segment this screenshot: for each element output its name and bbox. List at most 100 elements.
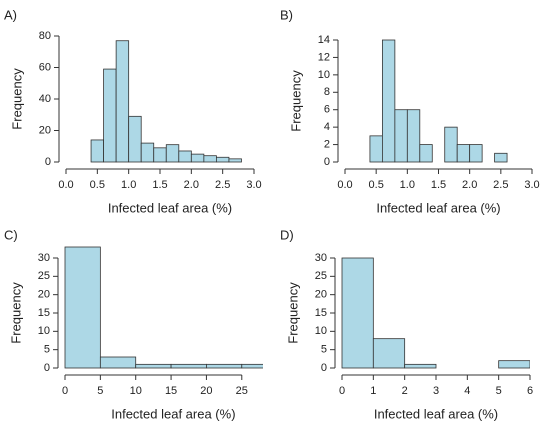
y-axis-label: Frequency	[285, 282, 300, 344]
bar	[341, 257, 374, 369]
bar	[372, 338, 406, 369]
y-tick-label: 20	[39, 124, 51, 136]
panel: B) 0.0 0.5 1.0 1.5 2.0 2.5 3.0 0 2 4 6 8 10 12 14 Infect…	[280, 7, 540, 215]
bar	[153, 147, 167, 163]
y-tick-label: 40	[39, 93, 51, 105]
x-axis-label: Infected leaf area (%)	[111, 406, 235, 421]
x-tick-label: 3	[433, 385, 439, 397]
bar	[90, 139, 104, 163]
x-tick-label: 2.5	[493, 179, 508, 191]
x-tick-label: 1.0	[121, 179, 136, 191]
x-tick-label: 10	[130, 385, 142, 397]
y-tick-label: 30	[315, 252, 327, 264]
bars	[90, 40, 242, 163]
x-axis-label: Infected leaf area (%)	[108, 200, 232, 215]
y-tick-label: 6	[324, 104, 330, 116]
bar	[494, 152, 508, 163]
x-tick-label: 2.5	[215, 179, 230, 191]
x-tick-label: 3.0	[246, 179, 261, 191]
bar	[140, 142, 155, 163]
x-tick-label: 1	[370, 385, 376, 397]
x-tick-label: 0	[62, 385, 68, 397]
y-tick-label: 25	[38, 270, 50, 282]
x-tick-label: 6	[527, 385, 533, 397]
bar	[404, 363, 437, 369]
panel-label: C)	[4, 227, 18, 242]
bar	[178, 150, 192, 163]
x-tick-label: 20	[200, 385, 212, 397]
bar	[228, 158, 242, 163]
bars	[64, 246, 263, 369]
panel: D) 0 1 2 3 4 5 6 0 5 10 15 20 25 30 Infected leaf area …	[280, 227, 533, 421]
x-tick-label: 5	[97, 385, 103, 397]
x-tick-label: 2.0	[184, 179, 199, 191]
bar	[206, 363, 243, 369]
x-tick-label: 0.5	[369, 179, 384, 191]
y-tick-label: 0	[45, 156, 51, 168]
x-tick-label: 2	[402, 385, 408, 397]
bar	[135, 363, 172, 369]
y-tick-label: 10	[315, 325, 327, 337]
y-axis-label: Frequency	[288, 70, 303, 132]
x-tick-label: 1.0	[400, 179, 415, 191]
x-tick-label: 1.5	[152, 179, 167, 191]
y-tick-label: 80	[39, 30, 51, 42]
bar	[394, 109, 408, 163]
y-tick-label: 0	[44, 362, 50, 374]
bars	[341, 257, 530, 369]
y-tick-label: 60	[39, 61, 51, 73]
y-tick-label: 2	[324, 138, 330, 150]
y-tick-label: 25	[315, 270, 327, 282]
bar	[456, 144, 471, 163]
bar	[203, 155, 217, 163]
bar	[369, 135, 383, 163]
x-tick-label: 0.5	[90, 179, 105, 191]
bar	[170, 363, 207, 369]
bar	[419, 144, 433, 163]
y-tick-label: 15	[38, 307, 50, 319]
bar	[215, 156, 230, 163]
panel: A) 0.0 0.5 1.0 1.5 2.0 2.5 3.0 0 20 40 60 80 Infected…	[4, 7, 262, 215]
x-tick-label: 3.0	[524, 179, 539, 191]
y-tick-label: 10	[318, 69, 330, 81]
bar	[165, 144, 180, 163]
panel-label: A)	[4, 7, 17, 22]
y-tick-label: 15	[315, 307, 327, 319]
y-tick-label: 10	[38, 325, 50, 337]
y-tick-label: 30	[38, 252, 50, 264]
y-tick-label: 20	[315, 289, 327, 301]
bar	[103, 68, 117, 163]
bar	[381, 39, 396, 163]
y-tick-label: 12	[318, 51, 330, 63]
bar	[241, 363, 263, 369]
bar	[64, 246, 101, 369]
y-tick-label: 5	[321, 344, 327, 356]
y-axis-label: Frequency	[9, 68, 24, 130]
bar	[406, 109, 421, 163]
panel: C) 0 5 10 15 20 25 0 5 10 15 20 25 30 Infected leaf ar…	[4, 227, 263, 421]
bar	[99, 356, 137, 369]
bar	[498, 360, 530, 369]
x-axis-label: Infected leaf area (%)	[376, 200, 500, 215]
x-tick-label: 2.0	[462, 179, 477, 191]
y-axis-label: Frequency	[8, 282, 23, 344]
panel-label: D)	[280, 227, 294, 242]
bar	[190, 153, 205, 163]
bar	[128, 115, 142, 163]
y-tick-label: 4	[324, 121, 330, 133]
x-tick-label: 0	[339, 385, 345, 397]
x-tick-label: 4	[464, 385, 470, 397]
y-tick-label: 0	[324, 156, 330, 168]
bar	[444, 126, 458, 163]
y-tick-label: 0	[321, 362, 327, 374]
x-axis-label: Infected leaf area (%)	[374, 406, 498, 421]
x-tick-label: 25	[236, 385, 248, 397]
bar	[115, 40, 130, 163]
y-tick-label: 5	[44, 344, 50, 356]
panel-label: B)	[280, 7, 293, 22]
x-tick-label: 0.0	[58, 179, 73, 191]
x-tick-label: 5	[496, 385, 502, 397]
y-tick-label: 8	[324, 86, 330, 98]
y-tick-label: 20	[38, 289, 50, 301]
